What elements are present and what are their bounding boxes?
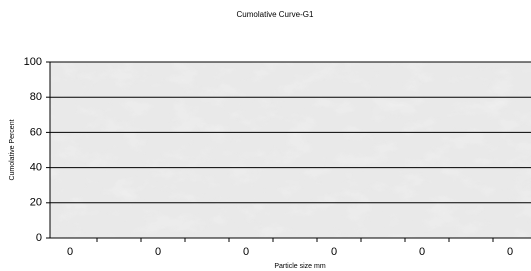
- x-tick-label: 0: [67, 246, 73, 258]
- y-tick-label: 100: [24, 56, 42, 68]
- x-tick-label: 0: [243, 246, 249, 258]
- y-tick-label: 80: [30, 91, 42, 103]
- x-tick-label: 0: [419, 246, 425, 258]
- x-axis-label: Particle size mm: [274, 263, 326, 270]
- y-tick-label: 60: [30, 126, 42, 138]
- y-axis-label: Cumolative Percent: [9, 119, 16, 180]
- y-tick-label: 40: [30, 162, 42, 174]
- x-tick-label: 0: [331, 246, 337, 258]
- x-tick-label: 0: [507, 246, 513, 258]
- plot-texture: [50, 62, 531, 238]
- y-tick-label: 20: [30, 197, 42, 209]
- chart-title: Cumolative Curve-G1: [237, 10, 314, 19]
- x-tick-label: 0: [155, 246, 161, 258]
- chart: Cumolative Curve-G1 Particle size mm Cum…: [0, 0, 531, 271]
- y-tick-label: 0: [36, 232, 42, 244]
